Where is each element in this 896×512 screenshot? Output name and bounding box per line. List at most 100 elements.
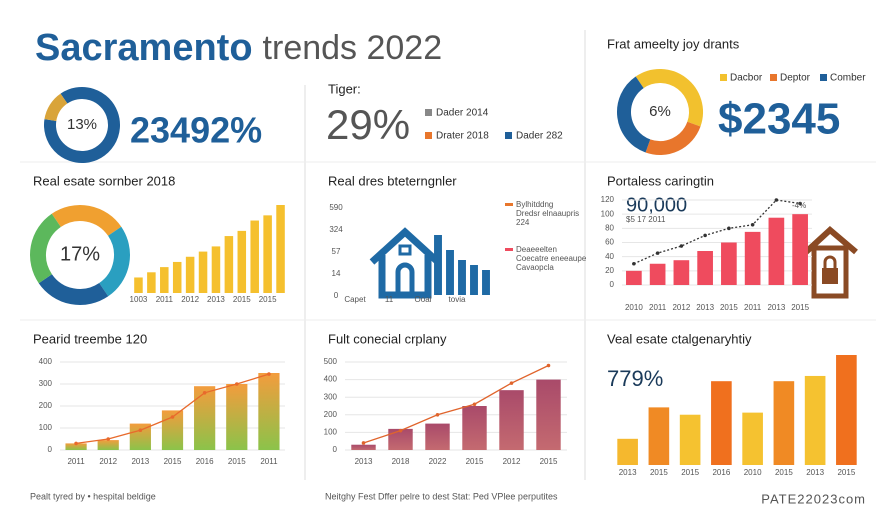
donut-segment [30,213,62,284]
trend-line [363,364,549,444]
bar [276,205,285,293]
house-icon [369,227,441,299]
trend-point [546,363,551,368]
x-tick-label: 11 [385,295,394,304]
x-tick-label: 2010 [625,303,643,312]
y-axis-label: 57 [332,247,341,256]
stat-label: Tiger: [328,81,361,96]
donut-segment [51,205,122,237]
y-tick-label: 200 [39,401,53,410]
y-tick-label: 80 [605,223,614,232]
x-tick-label: 2015 [791,303,809,312]
title-main: Sacramento [35,27,253,69]
bar [160,267,169,293]
y-tick-label: 100 [324,428,338,437]
legend-swatch [425,132,432,139]
bar [388,428,413,450]
trend-point [472,402,477,407]
y-axis-label: 324 [329,225,343,234]
big-number: 90,000 [626,194,687,216]
legend-swatch [770,74,777,81]
y-axis-label: 0 [334,291,339,300]
x-tick-label: 2013 [207,295,225,304]
chart-title: Fult conecial crplany [328,331,447,346]
annotation-swatch [505,203,513,206]
x-tick-label: 2012 [99,457,117,466]
bar [161,410,184,450]
bar [263,215,272,293]
y-tick-label: 0 [48,445,53,454]
y-tick-label: 400 [39,357,53,366]
chart-title: Veal esate ctalgenaryhtiy [607,331,752,346]
bar [673,260,690,285]
x-tick-label: 2015 [259,295,277,304]
bar [804,375,826,465]
bar [237,230,247,293]
bar [434,235,442,295]
bar [470,265,478,295]
bar [792,214,808,285]
donut-segment [98,226,130,297]
x-tick-label: 2015 [775,468,793,477]
big-number: $2345 [718,95,840,144]
bar [697,251,713,285]
legend-label: Dacbor [730,73,763,84]
donut-segment [38,273,109,305]
bar [226,384,248,450]
bar [773,381,795,465]
x-tick-label: 2018 [392,457,410,466]
x-tick-label: 2013 [355,457,373,466]
subtitle: $5 17 2011 [626,215,666,224]
y-tick-label: 500 [324,357,338,366]
donut-segment [635,69,703,127]
bar [258,373,280,450]
y-tick-label: 0 [610,280,615,289]
bar [351,444,376,450]
footer-left: Pealt tyred by • hespital beldige [30,491,156,501]
trend-point [74,441,78,446]
x-tick-label: 2011 [260,457,278,466]
donut-center-label: 13% [67,116,97,133]
legend-label: Deptor [780,73,811,84]
bar [679,414,701,465]
bar [198,251,208,293]
x-tick-label: 2015 [720,303,738,312]
x-tick-label: 2010 [744,468,762,477]
big-number: 23492% [130,110,262,151]
donut-center-label: 6% [649,103,671,120]
trend-point [138,428,143,433]
bar [65,443,87,450]
bar [536,379,561,450]
bar [185,256,195,293]
bar [458,260,466,295]
x-tick-label: Capet [344,295,366,304]
annotation-text: Deaeeelten [516,245,557,254]
bar [172,261,182,293]
x-tick-label: 2013 [131,457,149,466]
bar [649,263,666,285]
annotation-text: 224 [516,218,530,227]
y-tick-label: 200 [324,410,338,419]
x-tick-label: 2022 [429,457,447,466]
bar [194,386,216,450]
bar [250,220,259,293]
x-tick-label: 2015 [228,457,246,466]
footer-middle: Neitghy Fest Dffer pelre to dest Stat: P… [325,491,558,501]
x-tick-label: Ooal [415,295,432,304]
bar [711,381,732,465]
x-tick-label: tovia [449,295,466,304]
trend-point [202,391,207,395]
donut-segment [44,87,120,163]
x-tick-label: 2012 [503,457,521,466]
chart-title: Real dres bteterngnler [328,173,457,188]
y-tick-label: 100 [39,423,53,432]
bar [617,438,638,465]
x-tick-label: 2015 [540,457,558,466]
x-tick-label: 2011 [744,303,762,312]
x-tick-label: 2013 [619,468,637,477]
trend-point [632,261,636,266]
y-axis-label: 14 [332,269,341,278]
donut-center-label: 17% [60,243,100,265]
y-tick-label: 0 [333,445,338,454]
